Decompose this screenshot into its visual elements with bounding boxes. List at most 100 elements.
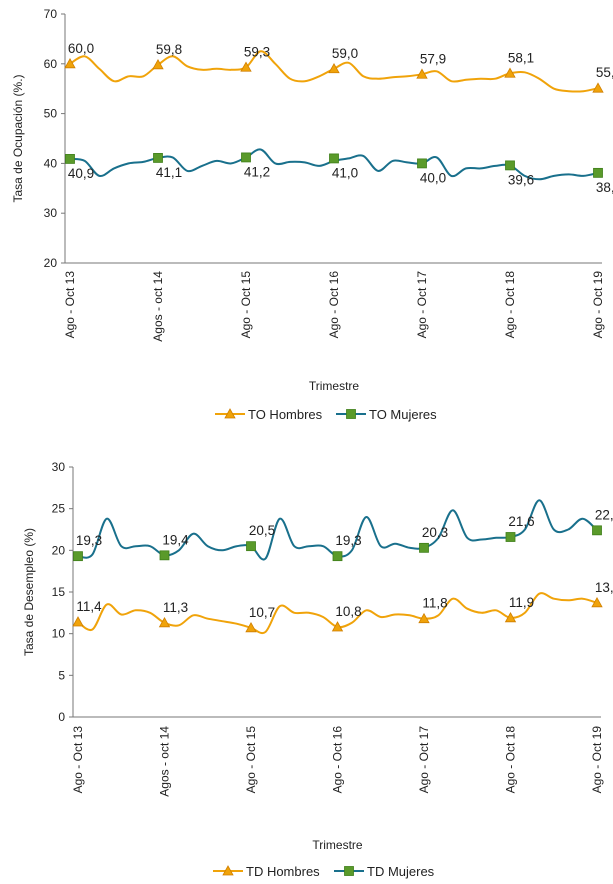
data-label: 39,6 xyxy=(508,172,534,187)
data-point-triangle xyxy=(158,617,171,628)
data-point-triangle xyxy=(240,61,252,72)
data-point-triangle xyxy=(331,621,344,632)
data-label: 59,3 xyxy=(244,44,270,59)
x-category-label: Ago - Oct 18 xyxy=(504,726,518,794)
y-tick-label: 50 xyxy=(44,107,58,121)
y-tick-label: 40 xyxy=(44,156,58,170)
y-tick-label: 10 xyxy=(52,627,66,641)
data-point-square xyxy=(153,153,163,163)
data-point-triangle xyxy=(591,597,603,608)
occupation-rate-chart: 20 30 40 50 60 70 Ago - Oct 13 Agos - oct 14 Ago… xyxy=(11,7,613,422)
data-label: 41,2 xyxy=(244,164,270,179)
legend: TD Hombres TD Mujeres xyxy=(213,864,435,879)
data-label: 40,0 xyxy=(420,170,446,185)
data-label: 11,8 xyxy=(422,596,447,611)
legend: TO Hombres TO Mujeres xyxy=(215,407,437,422)
legend-triangle-marker xyxy=(224,408,236,419)
legend-square-marker xyxy=(344,866,354,876)
data-label: 19,3 xyxy=(76,533,102,548)
y-tick-label: 0 xyxy=(58,710,65,724)
data-point-triangle xyxy=(328,62,340,74)
data-label: 19,4 xyxy=(162,532,189,547)
y-axis-title: Tasa de Desempleo (%) xyxy=(22,528,36,656)
data-point-square xyxy=(246,541,256,552)
data-label: 20,5 xyxy=(249,523,275,538)
legend-label: TO Hombres xyxy=(248,407,323,422)
x-category-label: Ago - Oct 17 xyxy=(417,726,431,794)
data-label: 40,9 xyxy=(68,166,94,181)
data-point-triangle xyxy=(592,82,604,93)
y-tick-label: 20 xyxy=(52,543,66,557)
x-category-label: Ago - Oct 16 xyxy=(327,271,341,339)
data-label: 59,8 xyxy=(156,42,182,57)
data-label: 21,6 xyxy=(508,514,534,529)
data-label: 11,9 xyxy=(509,595,534,610)
x-category-label: Ago - Oct 13 xyxy=(71,726,85,794)
x-axis-title: Trimestre xyxy=(309,379,360,393)
y-tick-label: 30 xyxy=(52,460,66,474)
data-label: 38,1 xyxy=(596,180,613,195)
data-point-triangle xyxy=(504,612,517,623)
data-label: 41,1 xyxy=(156,165,182,180)
y-tick-label: 60 xyxy=(44,57,58,71)
data-point-square xyxy=(73,551,83,562)
x-category-label: Ago - Oct 15 xyxy=(239,271,253,339)
data-label: 20,3 xyxy=(422,525,448,540)
x-category-label: Ago - Oct 15 xyxy=(244,726,258,794)
data-label: 58,1 xyxy=(508,50,534,65)
x-category-label: Agos - oct 14 xyxy=(151,271,165,342)
data-point-triangle xyxy=(504,67,516,78)
data-point-triangle xyxy=(416,68,428,79)
y-tick-label: 30 xyxy=(44,206,58,220)
x-category-label: Ago - Oct 18 xyxy=(503,271,517,339)
legend-label: TD Mujeres xyxy=(367,864,435,879)
data-point-square xyxy=(332,551,343,562)
y-axis-title: Tasa de Ocupación (%.) xyxy=(11,74,25,202)
data-point-square xyxy=(592,525,602,536)
y-tick-label: 15 xyxy=(52,585,66,599)
data-label: 10,8 xyxy=(335,604,361,619)
data-label: 11,3 xyxy=(163,600,188,615)
data-label: 19,3 xyxy=(335,533,361,548)
legend-label: TD Hombres xyxy=(246,864,320,879)
data-label: 60,0 xyxy=(68,41,94,56)
data-label: 41,0 xyxy=(332,165,358,180)
x-category-label: Ago - Oct 19 xyxy=(590,726,604,794)
data-point-square xyxy=(241,152,251,163)
data-point-square xyxy=(65,154,75,164)
data-label: 55,1 xyxy=(596,65,613,80)
data-label: 57,9 xyxy=(420,51,446,66)
data-point-square xyxy=(593,167,603,178)
data-label: 10,7 xyxy=(249,605,275,620)
y-tick-label: 25 xyxy=(52,502,66,516)
legend-triangle-marker xyxy=(222,865,234,876)
data-point-square xyxy=(505,532,516,542)
x-category-label: Ago - Oct 17 xyxy=(415,271,429,339)
data-point-square xyxy=(159,550,170,561)
data-point-triangle xyxy=(64,57,76,69)
x-category-label: Ago - Oct 13 xyxy=(63,271,77,339)
data-point-triangle xyxy=(418,612,430,624)
data-label: 59,0 xyxy=(332,46,358,61)
x-category-label: Ago - Oct 19 xyxy=(591,271,605,339)
data-label: 11,4 xyxy=(76,599,102,614)
series-line-td-mujeres xyxy=(77,499,598,561)
data-point-square xyxy=(417,158,427,169)
data-point-triangle xyxy=(72,616,84,627)
data-point-square xyxy=(419,542,429,553)
data-label: 13,7 xyxy=(595,580,613,595)
unemployment-rate-chart: 0 5 10 15 20 25 30 Ago - Oct 13 Agos - oct 14 Ago… xyxy=(22,460,613,879)
x-category-label: Ago - Oct 16 xyxy=(331,726,345,794)
y-tick-label: 70 xyxy=(44,7,58,21)
y-tick-label: 5 xyxy=(58,668,65,682)
x-category-label: Agos - oct 14 xyxy=(158,726,172,797)
data-label: 22,4 xyxy=(595,507,613,522)
data-point-square xyxy=(505,160,515,171)
data-point-triangle xyxy=(245,622,257,633)
legend-label: TO Mujeres xyxy=(369,407,437,422)
y-tick-label: 20 xyxy=(44,256,58,270)
data-point-triangle xyxy=(152,58,164,70)
x-axis-title: Trimestre xyxy=(312,838,363,852)
legend-square-marker xyxy=(346,409,356,419)
data-point-square xyxy=(329,153,339,164)
